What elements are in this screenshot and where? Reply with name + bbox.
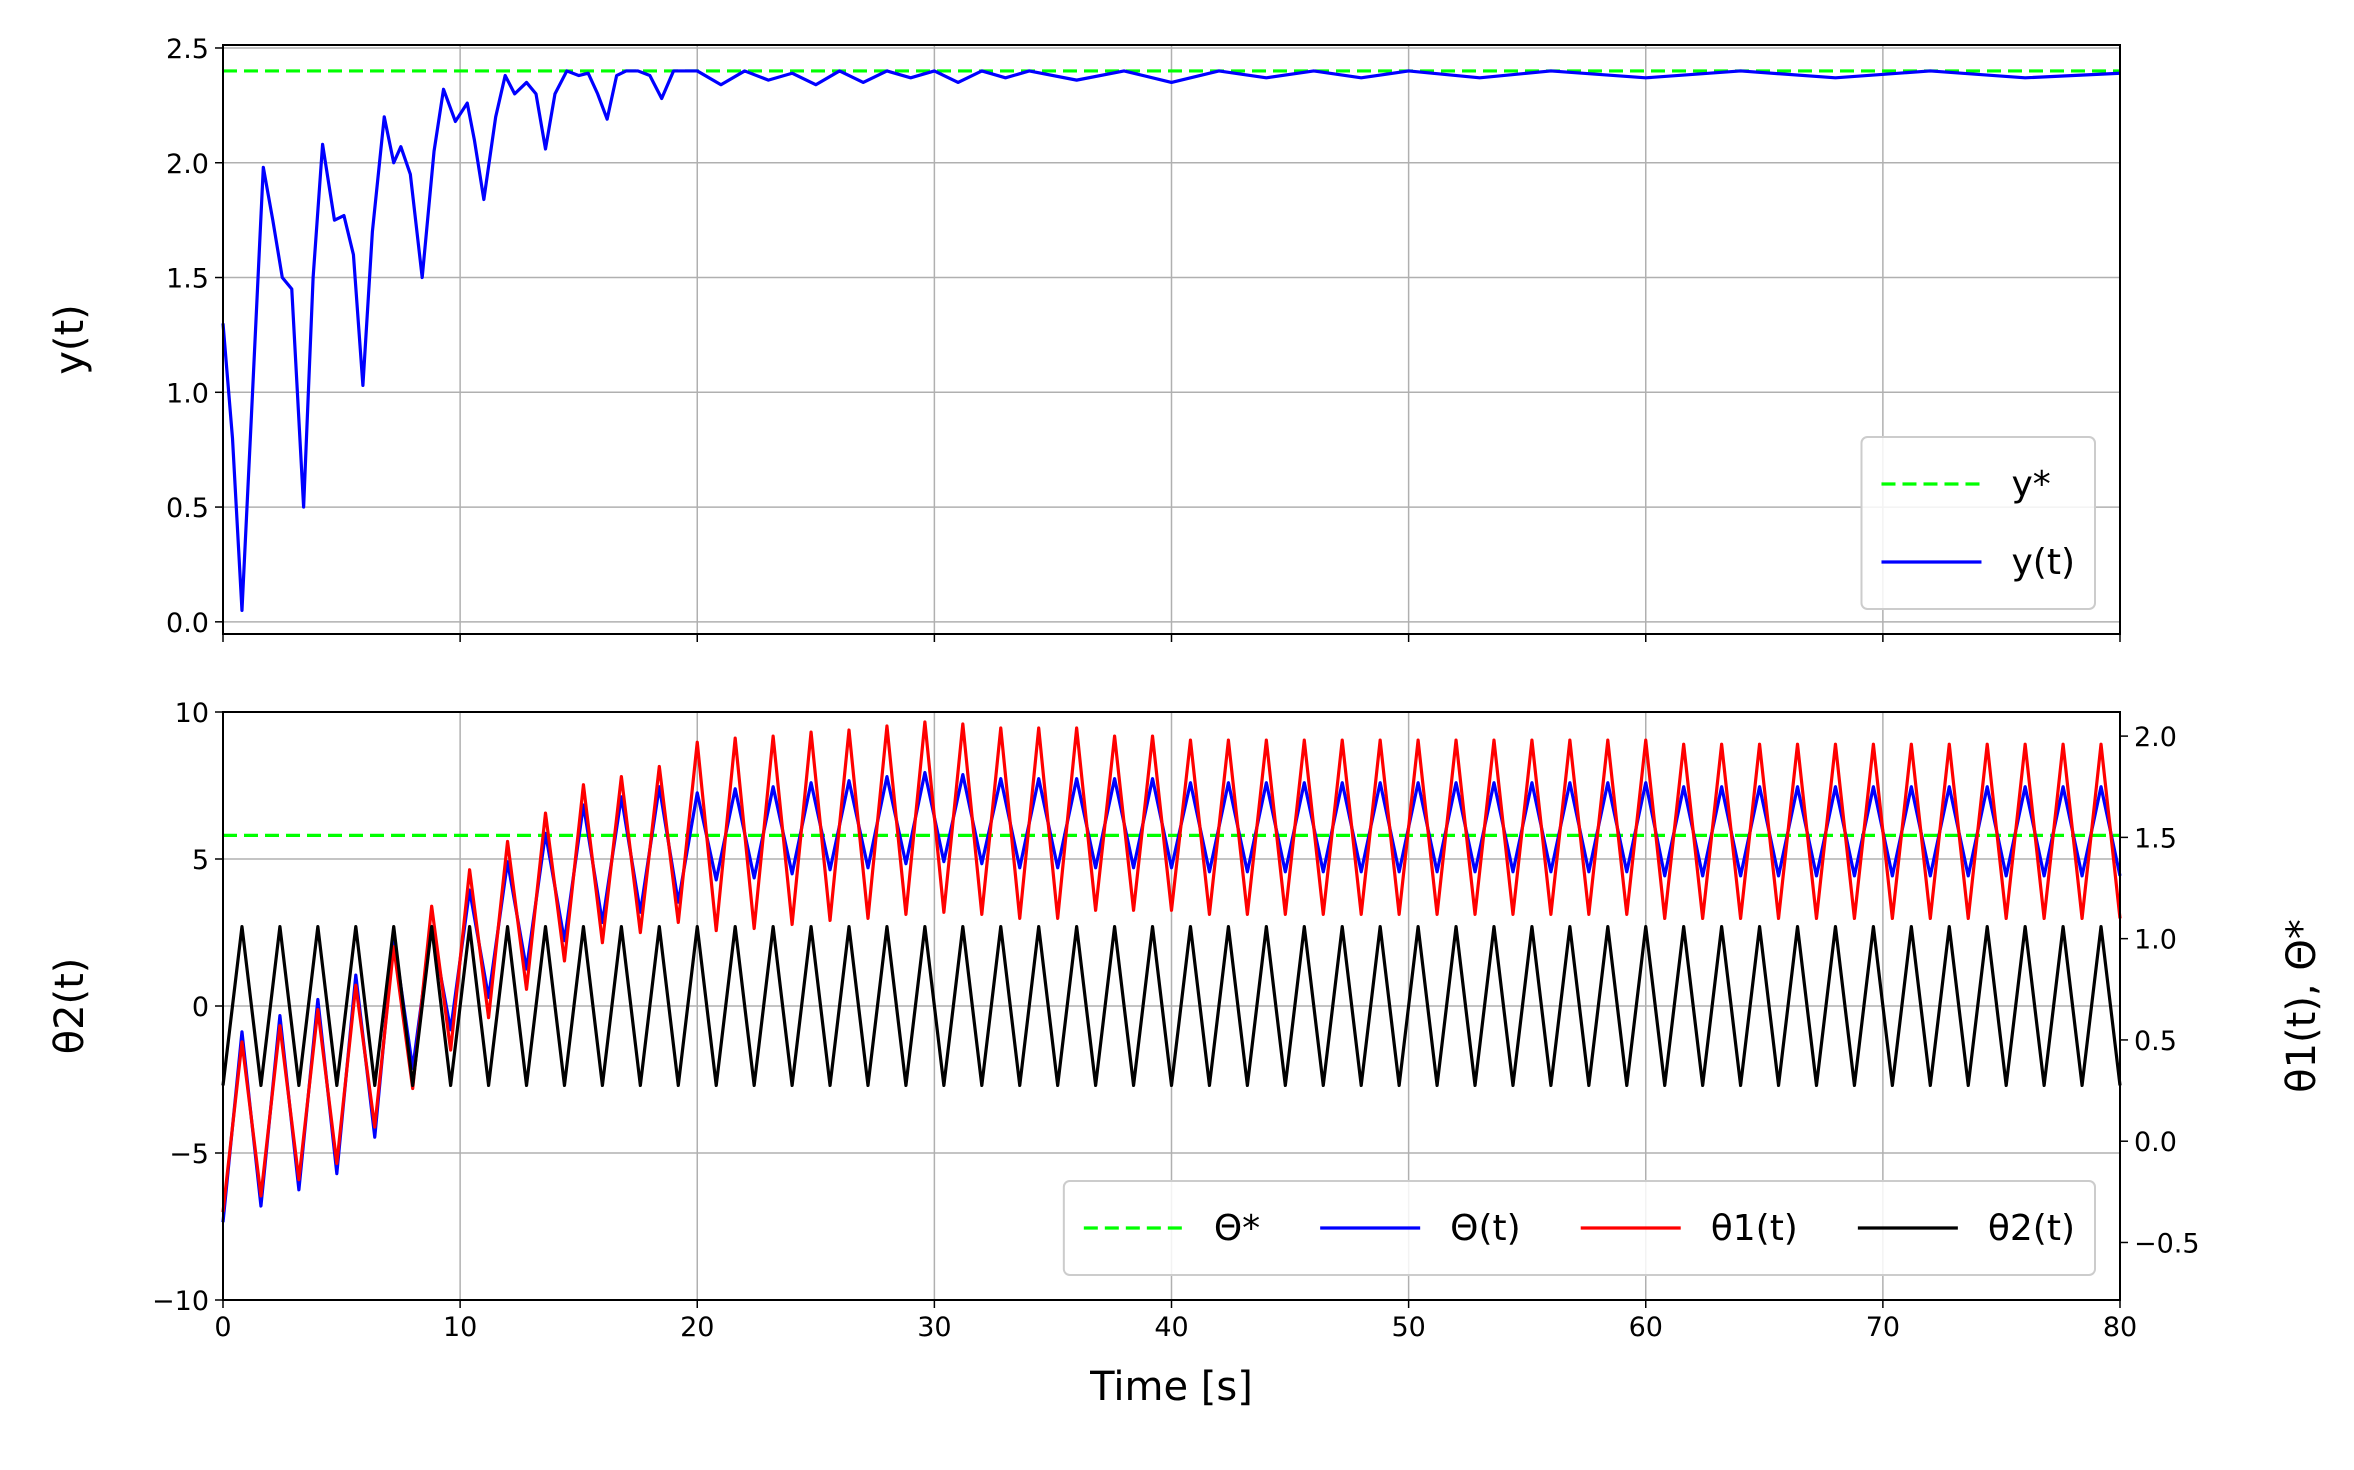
y-tick-label: −10 <box>152 1286 209 1317</box>
y2-axis-label: θ1(t), Θ* <box>2279 919 2325 1093</box>
legend-frame <box>1062 1180 2096 1276</box>
y-axis-label: θ2(t) <box>47 958 93 1055</box>
x-tick-label: 70 <box>1866 1312 1900 1343</box>
y-axis-label: y(t) <box>47 304 93 375</box>
y-tick-label: 0.5 <box>166 493 209 524</box>
x-axis-label: Time [s] <box>1089 1364 1253 1410</box>
series-line <box>221 925 2122 1087</box>
legend-label: θ1(t) <box>1711 1208 1798 1249</box>
axes-frame <box>222 44 2121 635</box>
legend-label: Θ(t) <box>1450 1208 1521 1249</box>
x-tick-label: 60 <box>1629 1312 1663 1343</box>
y-tick-label: 1.0 <box>166 378 209 409</box>
y2-tick-label: 2.0 <box>2134 722 2177 753</box>
y-tick-label: 5 <box>192 845 209 876</box>
legend: y* y(t) <box>1860 436 2096 610</box>
y2-tick-label: 1.0 <box>2134 925 2177 956</box>
legend-frame <box>1860 436 2096 610</box>
x-tick-label: 50 <box>1391 1312 1425 1343</box>
y2-tick-label: 0.0 <box>2134 1127 2177 1158</box>
y-tick-label: 0 <box>192 992 209 1023</box>
legend-label: Θ* <box>1214 1208 1260 1249</box>
legend-label: y(t) <box>2011 542 2075 583</box>
x-tick-label: 40 <box>1154 1312 1188 1343</box>
y2-tick-label: 1.5 <box>2134 823 2177 854</box>
y-tick-label: 0.0 <box>166 608 209 639</box>
y-tick-label: 10 <box>175 698 209 729</box>
legend-label: θ2(t) <box>1988 1208 2075 1249</box>
legend: Θ* Θ(t) θ1(t) θ2(t) <box>1062 1180 2096 1276</box>
x-tick-label: 0 <box>214 1312 231 1343</box>
y2-tick-label: 0.5 <box>2134 1026 2177 1057</box>
series-line <box>221 69 2121 612</box>
axes-frame <box>222 711 2121 1301</box>
y-tick-label: −5 <box>169 1139 209 1170</box>
x-tick-label: 10 <box>443 1312 477 1343</box>
x-tick-label: 20 <box>680 1312 714 1343</box>
x-tick-label: 30 <box>917 1312 951 1343</box>
y-tick-label: 1.5 <box>166 264 209 295</box>
series-line <box>221 720 2122 1213</box>
x-tick-label: 80 <box>2103 1312 2137 1343</box>
legend-label: y* <box>2011 464 2050 505</box>
y2-tick-label: −0.5 <box>2134 1228 2200 1259</box>
y-tick-label: 2.5 <box>166 34 209 65</box>
y-tick-label: 2.0 <box>166 149 209 180</box>
